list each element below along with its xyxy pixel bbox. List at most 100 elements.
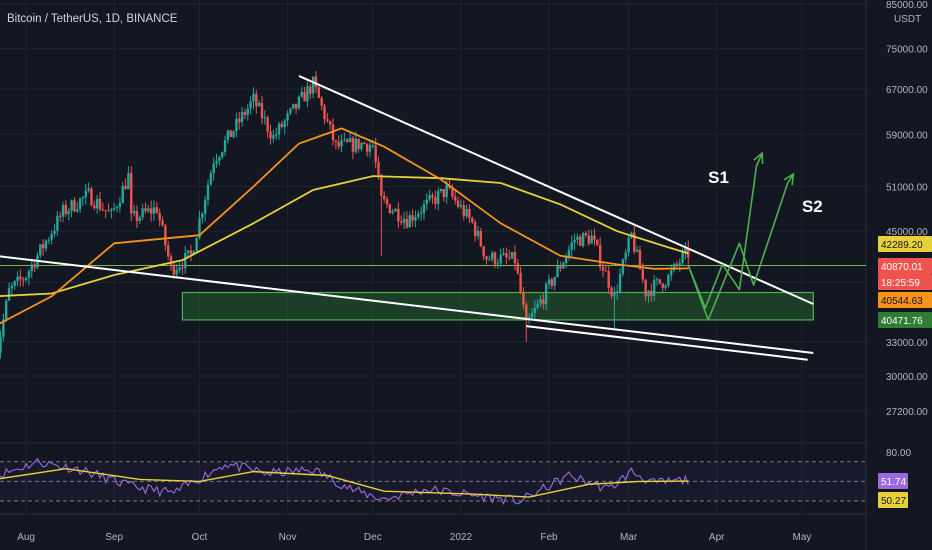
candle[interactable] (218, 155, 221, 166)
candle[interactable] (621, 258, 625, 277)
candle[interactable] (667, 273, 670, 288)
candle[interactable] (203, 196, 207, 222)
candle[interactable] (252, 87, 255, 110)
candle[interactable] (488, 255, 491, 261)
candle[interactable] (425, 193, 429, 211)
candle[interactable] (334, 139, 338, 150)
candle[interactable] (471, 216, 474, 224)
candle[interactable] (76, 201, 79, 213)
candle[interactable] (5, 298, 8, 323)
candle[interactable] (24, 276, 28, 283)
candle[interactable] (124, 178, 127, 191)
candle[interactable] (436, 187, 440, 211)
candle[interactable] (360, 141, 363, 152)
candle[interactable] (613, 286, 616, 329)
candle[interactable] (363, 141, 366, 145)
candle[interactable] (269, 124, 272, 145)
candle[interactable] (525, 302, 528, 342)
candle[interactable] (27, 269, 31, 286)
candle[interactable] (587, 229, 591, 247)
candle[interactable] (365, 143, 369, 157)
candle[interactable] (502, 247, 505, 256)
candle[interactable] (539, 294, 542, 307)
candle[interactable] (135, 205, 139, 229)
candle[interactable] (547, 274, 551, 289)
candle[interactable] (340, 134, 343, 153)
candle[interactable] (624, 249, 627, 264)
candle[interactable] (152, 200, 156, 221)
candle[interactable] (323, 103, 326, 125)
candle[interactable] (59, 211, 62, 222)
candle[interactable] (596, 239, 599, 247)
candle[interactable] (232, 130, 235, 139)
candle[interactable] (215, 153, 218, 168)
candle[interactable] (223, 135, 227, 156)
candle[interactable] (220, 151, 224, 160)
candle[interactable] (479, 227, 483, 248)
candle[interactable] (485, 255, 488, 265)
candle[interactable] (590, 229, 593, 244)
candle[interactable] (2, 313, 5, 342)
candle[interactable] (556, 259, 559, 278)
candle[interactable] (93, 200, 96, 211)
candle[interactable] (553, 276, 556, 291)
candle[interactable] (439, 188, 443, 194)
candle[interactable] (536, 299, 539, 310)
candle[interactable] (573, 233, 576, 251)
candle[interactable] (243, 108, 247, 119)
trendlines[interactable] (0, 74, 814, 361)
candle[interactable] (209, 169, 213, 186)
candle[interactable] (562, 260, 565, 270)
candle[interactable] (16, 271, 19, 287)
candle[interactable] (87, 182, 90, 193)
candle[interactable] (257, 100, 261, 107)
candle[interactable] (655, 277, 659, 286)
candle[interactable] (522, 287, 525, 310)
candle[interactable] (178, 262, 181, 274)
candle[interactable] (90, 186, 93, 207)
candle[interactable] (309, 83, 312, 100)
candle[interactable] (280, 120, 284, 129)
currency-label[interactable]: USDT (894, 14, 921, 25)
candle[interactable] (255, 89, 258, 114)
candle[interactable] (641, 262, 645, 284)
candle[interactable] (533, 300, 537, 320)
candle[interactable] (33, 262, 36, 273)
candle[interactable] (357, 138, 360, 153)
candle[interactable] (465, 204, 468, 219)
candle[interactable] (70, 199, 73, 218)
candle[interactable] (505, 247, 508, 265)
candle[interactable] (41, 239, 45, 256)
candle[interactable] (22, 276, 25, 287)
candle[interactable] (473, 219, 477, 242)
candle[interactable] (434, 190, 437, 210)
candle[interactable] (53, 223, 56, 238)
candle[interactable] (13, 280, 16, 290)
candle[interactable] (326, 112, 329, 123)
candle[interactable] (647, 289, 650, 303)
candle[interactable] (652, 274, 656, 302)
candle[interactable] (263, 110, 267, 125)
candle[interactable] (7, 282, 11, 302)
candle[interactable] (388, 203, 392, 214)
candle[interactable] (408, 211, 411, 228)
candle[interactable] (380, 173, 383, 256)
candle[interactable] (508, 249, 511, 261)
candle[interactable] (431, 192, 434, 204)
candle[interactable] (510, 251, 514, 260)
candle[interactable] (454, 190, 457, 205)
candle[interactable] (542, 292, 545, 310)
candle[interactable] (110, 207, 113, 219)
candle[interactable] (604, 264, 608, 272)
candle[interactable] (385, 196, 389, 209)
candle[interactable] (581, 232, 585, 248)
candle[interactable] (127, 166, 130, 190)
price-axis[interactable]: 85000.00 75000.00 67000.00 59000.00 51000.00… (867, 0, 932, 550)
candle[interactable] (286, 110, 289, 127)
candle[interactable] (405, 211, 409, 230)
candle[interactable] (616, 284, 619, 300)
descending-resistance[interactable] (298, 74, 814, 305)
candle[interactable] (238, 111, 241, 130)
candle[interactable] (419, 206, 423, 221)
candle[interactable] (496, 258, 500, 270)
